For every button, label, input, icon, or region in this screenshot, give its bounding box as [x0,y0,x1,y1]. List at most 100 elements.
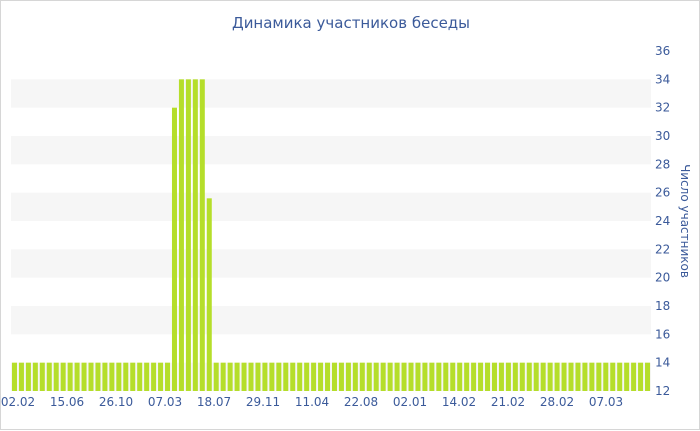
bar[interactable] [311,362,317,391]
x-tick-label: 21.02 [491,395,525,409]
bar[interactable] [304,362,310,391]
x-tick-label: 02.01 [393,395,427,409]
bar[interactable] [394,362,400,391]
bar[interactable] [109,362,115,391]
bar[interactable] [137,362,143,391]
bar[interactable] [519,362,525,391]
bar[interactable] [276,362,282,391]
bar[interactable] [512,362,518,391]
bar[interactable] [575,362,581,391]
bar[interactable] [325,362,331,391]
bar[interactable] [199,79,205,391]
grid-bands [11,79,651,391]
bar[interactable] [241,362,247,391]
bar[interactable] [318,362,324,391]
bar[interactable] [540,362,546,391]
bar[interactable] [387,362,393,391]
bar[interactable] [95,362,101,391]
bar[interactable] [67,362,73,391]
bar[interactable] [269,362,275,391]
bar[interactable] [422,362,428,391]
bar[interactable] [227,362,233,391]
bar[interactable] [401,362,407,391]
bar[interactable] [366,362,372,391]
bar[interactable] [380,362,386,391]
bar[interactable] [450,362,456,391]
bar[interactable] [171,107,177,392]
bar[interactable] [206,198,212,391]
bar[interactable] [151,362,157,391]
bar[interactable] [88,362,94,391]
y-tick-label: 22 [655,242,670,256]
bar[interactable] [60,362,66,391]
bar[interactable] [415,362,421,391]
bar[interactable] [74,362,80,391]
bar[interactable] [610,362,616,391]
bar[interactable] [102,362,108,391]
bar[interactable] [603,362,609,391]
bar[interactable] [582,362,588,391]
bar[interactable] [178,79,184,391]
bar[interactable] [213,362,219,391]
bar[interactable] [352,362,358,391]
bar[interactable] [283,362,289,391]
bar[interactable] [478,362,484,391]
bar[interactable] [185,79,191,391]
bar[interactable] [130,362,136,391]
bar[interactable] [165,362,171,391]
bar[interactable] [561,362,567,391]
bar[interactable] [331,362,337,391]
x-tick-label: 14.02 [442,395,476,409]
bar[interactable] [11,362,17,391]
bar[interactable] [631,362,637,391]
bar[interactable] [220,362,226,391]
bar[interactable] [547,362,553,391]
bar[interactable] [18,362,24,391]
bar[interactable] [32,362,38,391]
bar[interactable] [589,362,595,391]
bar[interactable] [359,362,365,391]
bar[interactable] [338,362,344,391]
bar[interactable] [617,362,623,391]
bar[interactable] [429,362,435,391]
bar[interactable] [491,362,497,391]
bar[interactable] [46,362,52,391]
bar[interactable] [526,362,532,391]
bar[interactable] [485,362,491,391]
bar[interactable] [498,362,504,391]
bar[interactable] [408,362,414,391]
bar[interactable] [144,362,150,391]
bar[interactable] [158,362,164,391]
bar[interactable] [53,362,59,391]
bar[interactable] [123,362,129,391]
bar[interactable] [471,362,477,391]
bar[interactable] [464,362,470,391]
chart-title: Динамика участников беседы [232,14,470,32]
grid-band [11,249,651,278]
bar[interactable] [533,362,539,391]
bar[interactable] [255,362,261,391]
bar[interactable] [290,362,296,391]
bar[interactable] [262,362,268,391]
bar[interactable] [297,362,303,391]
bar[interactable] [568,362,574,391]
bar[interactable] [248,362,254,391]
bar[interactable] [39,362,45,391]
bar[interactable] [645,362,651,391]
bar[interactable] [81,362,87,391]
bar[interactable] [624,362,630,391]
y-tick-labels: 12 14 16 18 20 22 24 26 28 30 32 34 36 [655,44,670,398]
bar[interactable] [457,362,463,391]
bar[interactable] [234,362,240,391]
bar[interactable] [436,362,442,391]
bar[interactable] [192,79,198,391]
bar[interactable] [345,362,351,391]
bar[interactable] [443,362,449,391]
bar[interactable] [638,362,644,391]
bar[interactable] [554,362,560,391]
bar[interactable] [596,362,602,391]
bar[interactable] [505,362,511,391]
bar[interactable] [373,362,379,391]
bar[interactable] [25,362,31,391]
bar[interactable] [116,362,122,391]
